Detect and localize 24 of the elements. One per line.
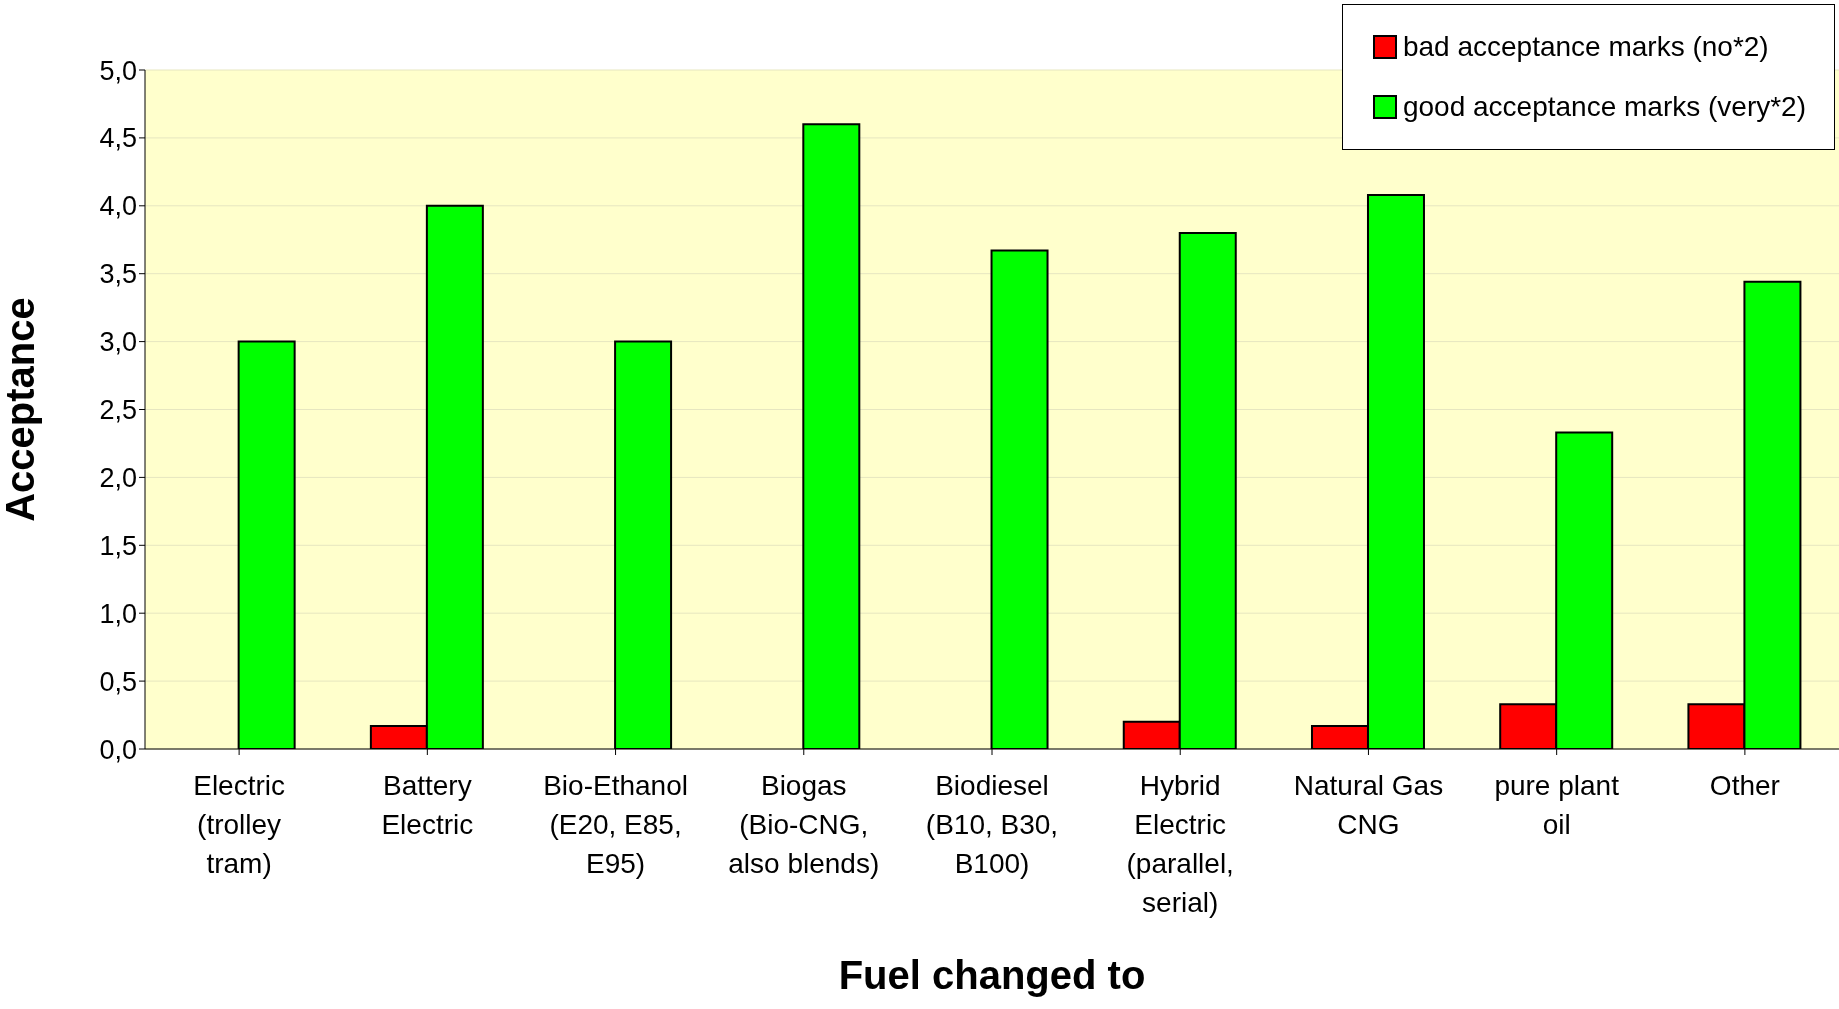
y-tick-label: 1,5 [99, 530, 137, 561]
x-tick-label: pure plant oil [1494, 770, 1620, 840]
y-tick-label: 3,5 [99, 259, 137, 290]
y-tick-label: 5,0 [99, 55, 137, 86]
y-axis-title: Acceptance [0, 297, 43, 522]
x-tick-label: Electric (trolley tram) [193, 770, 286, 879]
legend-label: bad acceptance marks (no*2) [1402, 30, 1769, 64]
x-tick-label: Hybrid Electric (parallel, serial) [1126, 770, 1234, 918]
legend-label: good acceptance marks (very*2) [1402, 90, 1806, 124]
y-tick-label: 4,5 [99, 123, 137, 154]
x-tick-label: Natural Gas CNG [1293, 770, 1444, 840]
y-tick-label: 2,0 [99, 462, 137, 493]
x-tick-label: Biodiesel (B10, B30, B100) [925, 770, 1059, 879]
x-axis-title: Fuel changed to [838, 953, 1146, 997]
y-tick-label: 1,0 [99, 598, 137, 629]
y-tick-label: 4,0 [99, 191, 137, 222]
y-tick-label: 0,5 [99, 666, 137, 697]
y-tick-label: 0,0 [99, 734, 137, 765]
x-tick-label: Battery Electric [381, 770, 474, 840]
y-tick-label: 2,5 [99, 395, 137, 426]
x-tick-label: Bio-Ethanol (E20, E85, E95) [543, 770, 688, 879]
x-tick-label: Other [1709, 770, 1780, 801]
y-tick-label: 3,0 [99, 327, 137, 358]
x-tick-label: Biogas (Bio-CNG, also blends) [728, 770, 880, 879]
